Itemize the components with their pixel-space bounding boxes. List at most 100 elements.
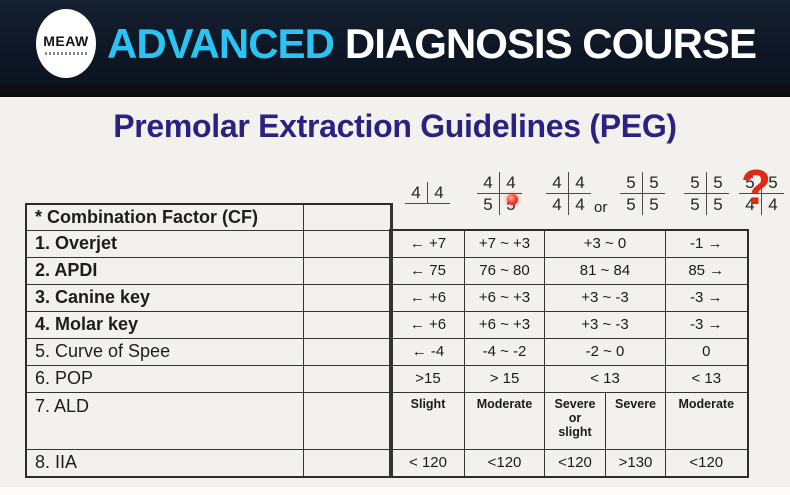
cf-value-cell: [302, 337, 392, 366]
cf-value-cell: [302, 229, 392, 258]
table-row: ← -4 -4 ~ -2 -2 ~ 0 0: [390, 337, 749, 366]
row-label-ald: 7. ALD: [25, 391, 304, 450]
value-cell: ← 75: [390, 256, 465, 285]
course-title-rest: DIAGNOSIS COURSE: [344, 20, 757, 67]
row-label-iia: 8. IIA: [25, 448, 304, 478]
value-cell: 81 ~ 84: [543, 256, 667, 285]
table-row: 1. Overjet: [25, 229, 392, 258]
laser-pointer-dot-icon: [507, 194, 518, 205]
ratio-digit: 5: [768, 173, 778, 192]
value-cell: >15: [390, 364, 465, 393]
row-label-pop: 6. POP: [25, 364, 304, 393]
row-label-molar-key: 4. Molar key: [25, 310, 304, 339]
table-row: 6. POP: [25, 364, 392, 393]
table-row: 7. ALD: [25, 391, 392, 450]
value-cell: +7 ~ +3: [464, 229, 545, 258]
cf-value-cell: [302, 448, 392, 478]
value-cell: +3 ~ -3: [543, 310, 667, 339]
cf-value-cell: [302, 391, 392, 450]
value-cell: +3 ~ 0: [543, 229, 667, 258]
value-cell: < 13: [665, 364, 749, 393]
value-cell: ← +6: [390, 283, 465, 312]
value-cell: +3 ~ -3: [543, 283, 667, 312]
value-cell: -3 →: [665, 310, 749, 339]
ratio-digit: 5: [477, 194, 500, 215]
value-cell: ← -4: [390, 337, 465, 366]
row-label-apdi: 2. APDI: [25, 256, 304, 285]
ratio-digit: 4: [575, 195, 585, 214]
header-bar: [0, 0, 790, 85]
ratio-digit: 5: [713, 195, 723, 214]
value-cell: <120: [544, 448, 606, 478]
ratio-digit: 5: [620, 172, 643, 193]
value-cell: 76 ~ 80: [464, 256, 545, 285]
guideline-values-table: ← +7 +7 ~ +3 +3 ~ 0 -1 → ← 75 76 ~ 80 81…: [389, 229, 749, 478]
ratio-header-44-over-55: 44 55: [477, 172, 522, 215]
ratio-digit: 4: [768, 195, 778, 214]
value-cell: Severe: [604, 391, 667, 450]
cf-value-cell: [302, 310, 392, 339]
ratio-digit: 5: [684, 194, 707, 215]
ratio-digit: 5: [739, 172, 762, 193]
cf-value-cell: [302, 283, 392, 312]
ratio-digit: 5: [684, 172, 707, 193]
ratio-digit: 5: [649, 173, 659, 192]
meaw-logo: MEAW: [36, 9, 96, 78]
value-cell: Slight: [390, 391, 465, 450]
question-mark-annotation: ?: [741, 161, 771, 215]
page-title: Premolar Extraction Guidelines (PEG): [113, 108, 677, 144]
value-cell: 0: [665, 337, 749, 366]
value-cell: Severe or slight: [544, 391, 606, 450]
value-cell: < 120: [390, 448, 465, 478]
value-cell: -2 ~ 0: [543, 337, 667, 366]
value-cell: ← +6: [390, 310, 465, 339]
value-cell: -3 →: [665, 283, 749, 312]
cf-value-cell: [302, 203, 392, 231]
table-row: 4. Molar key: [25, 310, 392, 339]
table-row: 5. Curve of Spee: [25, 337, 392, 366]
table-row: 3. Canine key: [25, 283, 392, 312]
value-cell: -1 →: [665, 229, 749, 258]
ratio-digit: 4: [477, 172, 500, 193]
table-row: ← 75 76 ~ 80 81 ~ 84 85 →: [390, 256, 749, 285]
bottom-edge-strip: [0, 487, 790, 495]
corner-label: * Combination Factor (CF): [25, 203, 304, 231]
table-row: 2. APDI: [25, 256, 392, 285]
table-row: 8. IIA: [25, 448, 392, 478]
ratio-digit: 4: [434, 183, 444, 202]
ratio-digit: 5: [649, 195, 659, 214]
ratio-digit: 4: [506, 173, 516, 192]
value-cell: >130: [604, 448, 667, 478]
ratio-digit: 5: [713, 173, 723, 192]
row-label-overjet: 1. Overjet: [25, 229, 304, 258]
course-title-accent: ADVANCED: [107, 20, 335, 67]
value-cell: Moderate: [665, 391, 749, 450]
course-title: ADVANCED DIAGNOSIS COURSE: [107, 20, 757, 68]
value-cell: +6 ~ +3: [464, 310, 545, 339]
table-row: * Combination Factor (CF): [25, 203, 392, 231]
value-cell: ← +7: [390, 229, 465, 258]
cf-value-cell: [302, 256, 392, 285]
value-cell: 85 →: [665, 256, 749, 285]
ratio-digit: 5: [620, 194, 643, 215]
value-cell: < 13: [543, 364, 667, 393]
value-cell: <120: [464, 448, 545, 478]
table-row: >15 > 15 < 13 < 13: [390, 364, 749, 393]
ratio-digit: 4: [739, 194, 762, 215]
meaw-logo-text: MEAW: [43, 32, 89, 49]
header-bar-shadow-strip: [0, 84, 790, 97]
value-cell: +6 ~ +3: [464, 283, 545, 312]
ratio-digit: 4: [546, 194, 569, 215]
value-cell: > 15: [464, 364, 545, 393]
value-cell: <120: [665, 448, 749, 478]
table-row: ← +7 +7 ~ +3 +3 ~ 0 -1 →: [390, 229, 749, 258]
value-cell: -4 ~ -2: [464, 337, 545, 366]
combination-factor-table: * Combination Factor (CF) 1. Overjet 2. …: [25, 203, 393, 478]
table-row: ← +6 +6 ~ +3 +3 ~ -3 -3 →: [390, 283, 749, 312]
